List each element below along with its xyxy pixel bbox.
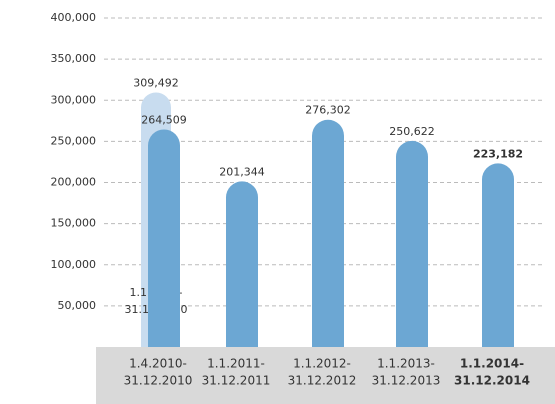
bar (226, 181, 258, 347)
x-tick-label: 1.1.2012- (293, 357, 351, 371)
x-tick-label: 31.12.2014 (454, 374, 530, 388)
bar (396, 140, 428, 347)
x-tick-label: 31.12.2010 (124, 374, 193, 388)
y-tick-label: 150,000 (51, 217, 97, 230)
x-tick-label: 1.1.2013- (377, 357, 435, 371)
value-label: 201,344 (219, 165, 265, 178)
x-tick-label: 1.1.2011- (207, 357, 265, 371)
x-tick-label: 1.1.2014- (460, 357, 524, 371)
value-label: 264,509 (141, 113, 187, 126)
y-tick-label: 350,000 (51, 52, 97, 65)
y-tick-label: 400,000 (51, 11, 97, 24)
category-band (96, 347, 555, 404)
y-tick-label: 200,000 (51, 176, 97, 189)
bar (148, 129, 180, 347)
value-label: 250,622 (389, 125, 435, 138)
bar (482, 163, 514, 347)
comparison-value-label: 309,492 (133, 76, 179, 89)
x-tick-label: 1.4.2010- (129, 357, 187, 371)
y-tick-label: 100,000 (51, 258, 97, 271)
y-tick-label: 250,000 (51, 134, 97, 147)
value-label: 276,302 (305, 104, 351, 117)
x-tick-label: 31.12.2012 (288, 374, 357, 388)
x-tick-label: 31.12.2013 (372, 374, 441, 388)
x-tick-label: 31.12.2011 (202, 374, 271, 388)
bar (312, 119, 344, 347)
y-tick-label: 50,000 (58, 299, 97, 312)
y-tick-label: 300,000 (51, 93, 97, 106)
value-label: 223,182 (473, 147, 523, 160)
